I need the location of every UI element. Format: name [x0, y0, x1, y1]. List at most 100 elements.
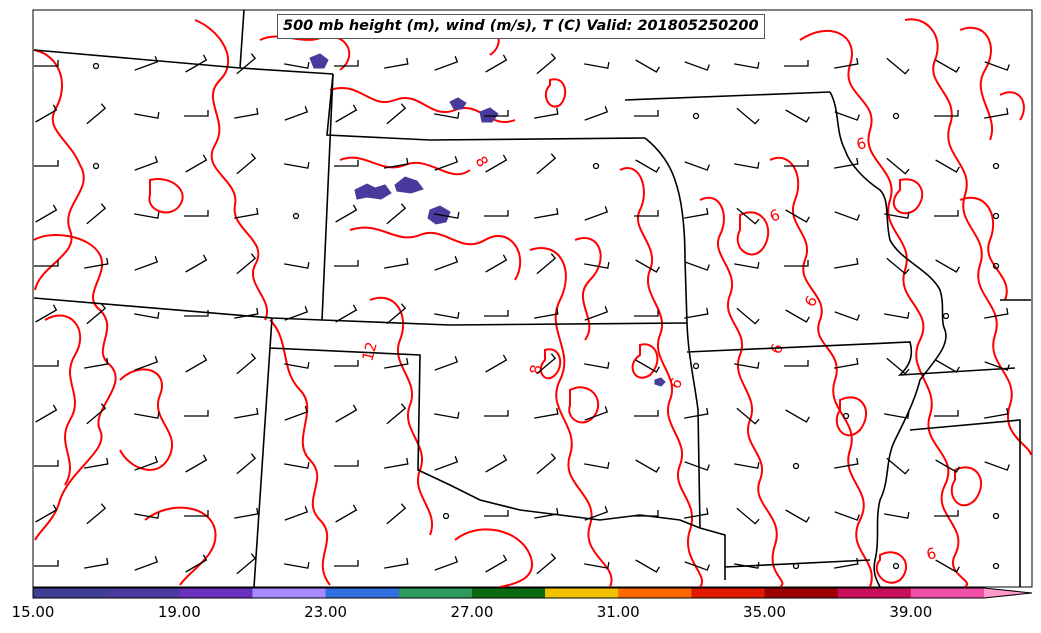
wind-barb	[184, 410, 209, 417]
wind-barb	[736, 507, 760, 525]
wind-barb	[834, 357, 859, 369]
wind-calm-marker	[292, 212, 300, 220]
wind-barb	[584, 62, 610, 69]
wind-calm-marker	[992, 212, 1000, 220]
wind-barb	[86, 403, 107, 425]
wind-barb	[834, 511, 860, 521]
wind-calm-marker	[892, 112, 900, 120]
wind-barb	[35, 504, 58, 523]
wind-barb	[134, 512, 160, 519]
wind-barb	[734, 362, 760, 369]
wind-barb	[934, 210, 959, 217]
wind-barb	[234, 107, 259, 119]
wind-barb	[184, 110, 209, 117]
wind-barb	[485, 54, 508, 73]
wind-barb	[634, 510, 659, 517]
wind-barb	[684, 561, 710, 571]
contour-label: 12	[358, 340, 380, 363]
wind-calm-marker	[842, 412, 850, 420]
wind-barb	[184, 510, 209, 517]
wind-barb	[785, 509, 810, 523]
wind-barb	[536, 153, 557, 175]
wind-barb	[785, 309, 810, 323]
wind-barb	[84, 457, 109, 469]
wind-barb	[434, 156, 459, 171]
wind-barb	[886, 357, 910, 375]
wind-barb	[234, 407, 259, 419]
temperature-contours	[33, 18, 1032, 588]
colorbar-tick-label: 19.00	[157, 603, 201, 621]
wind-barb	[935, 459, 960, 473]
wind-barb	[984, 61, 1010, 71]
wind-barb	[434, 112, 460, 119]
wind-calm-marker	[92, 62, 100, 70]
wind-barb	[984, 407, 1009, 419]
wind-barb	[934, 510, 959, 517]
colorbar-tick-label: 23.00	[304, 603, 348, 621]
wind-barb	[434, 356, 459, 371]
wind-barb	[284, 462, 310, 469]
wind-barb	[284, 162, 310, 169]
wind-barb	[484, 110, 509, 117]
colorbar-segment	[691, 588, 766, 598]
wind-barb	[134, 356, 159, 371]
wind-barb	[635, 559, 660, 573]
wind-barb	[584, 362, 610, 369]
wind-barb	[584, 562, 610, 569]
wind-barb	[785, 209, 810, 223]
wind-barb	[684, 261, 710, 271]
wind-barb	[534, 507, 559, 519]
wind-barb	[84, 557, 109, 569]
colorbar-outline	[32, 587, 1033, 599]
wind-barb	[434, 456, 459, 471]
wind-barb	[684, 407, 709, 419]
wind-barb	[984, 361, 1010, 371]
wind-barb	[185, 554, 208, 573]
wind-barb	[734, 562, 760, 569]
wind-barb	[284, 562, 310, 569]
wind-barb	[734, 162, 760, 169]
wind-barb	[334, 260, 359, 267]
wind-barb	[236, 453, 257, 475]
wind-barb	[684, 461, 710, 471]
wind-barb	[584, 106, 609, 121]
map-title: 500 mb height (m), wind (m/s), T (C) Val…	[277, 14, 765, 39]
wind-barb	[236, 153, 257, 175]
wind-barb	[434, 256, 459, 271]
wind-barb	[134, 312, 160, 319]
wind-barb	[485, 454, 508, 473]
wind-barb	[884, 412, 910, 419]
wind-barb	[185, 254, 208, 273]
wind-barb	[384, 57, 409, 69]
wind-barb	[234, 207, 259, 219]
wind-barb	[736, 107, 760, 125]
wind-calm-marker	[992, 162, 1000, 170]
wind-barb	[86, 503, 107, 525]
wind-barb	[834, 311, 860, 321]
wind-barb	[984, 307, 1009, 319]
wind-barb	[384, 157, 409, 169]
wind-barb	[684, 161, 710, 171]
wind-barb	[234, 507, 259, 519]
colorbar-segment	[618, 588, 692, 598]
wind-barb	[736, 207, 760, 225]
wind-barb	[335, 304, 358, 323]
wind-barb	[484, 410, 509, 417]
wind-barb	[734, 462, 760, 469]
wind-barb	[434, 212, 460, 219]
wind-barb	[185, 54, 208, 73]
wind-barb	[335, 504, 358, 523]
colorbar-segment	[106, 588, 180, 598]
wind-calm-marker	[992, 562, 1000, 570]
wind-barb	[635, 459, 660, 473]
wind-barb	[236, 353, 257, 375]
wind-barb	[534, 107, 559, 119]
wind-barb	[84, 257, 109, 269]
contour-label: 8	[526, 363, 545, 376]
wind-calm-marker	[792, 462, 800, 470]
wind-calm-marker	[692, 362, 700, 370]
wind-barb	[284, 406, 309, 421]
wind-barb	[384, 257, 409, 269]
colorbar-extend-arrow	[984, 588, 1032, 598]
wind-barb	[386, 103, 407, 125]
